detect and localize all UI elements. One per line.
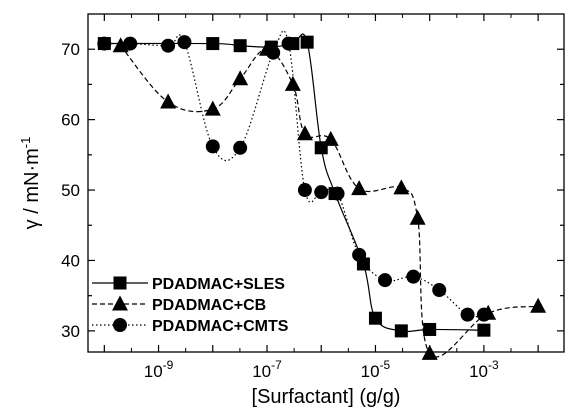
- data-point-triangle: [322, 130, 339, 146]
- data-point-circle: [177, 35, 192, 50]
- data-point-circle: [161, 38, 176, 53]
- data-point-circle: [352, 247, 367, 262]
- legend-label: PDADMAC+CB: [152, 297, 266, 314]
- x-tick-base: 10: [361, 362, 380, 381]
- x-tick-label: 10-7: [252, 358, 282, 381]
- data-point-square: [300, 35, 314, 49]
- data-point-triangle: [112, 37, 129, 53]
- data-point-triangle: [530, 297, 547, 313]
- data-point-triangle: [232, 70, 249, 86]
- x-tick-base: 10: [469, 362, 488, 381]
- data-point-circle: [281, 36, 296, 51]
- x-tick-exp: -5: [380, 358, 391, 372]
- y-axis-title: γ / mN·m-1: [18, 137, 43, 230]
- x-tick-base: 10: [252, 362, 271, 381]
- y-tick-label: 70: [61, 40, 80, 59]
- legend: PDADMAC+SLES PDADMAC+CB PDADMAC+CMTS: [92, 276, 289, 335]
- data-point-circle: [406, 269, 421, 284]
- y-axis-title-group: γ / mN·m-1: [18, 137, 43, 230]
- data-point-circle: [205, 139, 220, 154]
- x-tick-label: 10-3: [469, 358, 499, 381]
- data-point-square: [233, 39, 247, 53]
- x-tick-base: 10: [144, 362, 163, 381]
- data-point-square: [368, 311, 382, 325]
- data-point-triangle: [393, 179, 410, 195]
- y-tick-label: 30: [61, 322, 80, 341]
- x-tick-exp: -9: [163, 358, 174, 372]
- y-tick-label: 40: [61, 251, 80, 270]
- data-point-circle: [432, 283, 447, 298]
- series-line-2: [104, 30, 484, 318]
- data-point-triangle: [284, 75, 301, 91]
- data-point-circle: [266, 45, 281, 60]
- data-point-square: [477, 323, 491, 337]
- legend-marker-circle: [113, 318, 127, 332]
- data-point-circle: [476, 307, 491, 322]
- data-point-triangle: [421, 344, 438, 360]
- data-point-circle: [314, 185, 329, 200]
- x-tick-label: 10-5: [361, 358, 391, 381]
- data-point-triangle: [204, 100, 221, 116]
- legend-label: PDADMAC+SLES: [152, 276, 285, 293]
- plot-frame: [87, 13, 565, 353]
- data-point-circle: [377, 273, 392, 288]
- data-points: [97, 35, 547, 360]
- x-tick-label: 10-9: [144, 358, 174, 381]
- data-point-circle: [233, 140, 248, 155]
- data-point-triangle: [409, 209, 426, 225]
- data-point-triangle: [351, 180, 368, 196]
- y-tick-label: 50: [61, 181, 80, 200]
- data-point-square: [206, 37, 220, 51]
- legend-marker-triangle: [112, 295, 128, 311]
- legend-marker-square: [113, 276, 127, 290]
- legend-label: PDADMAC+CMTS: [152, 318, 289, 335]
- data-point-triangle: [296, 125, 313, 141]
- axis-ticks: [88, 14, 564, 352]
- data-point-square: [423, 322, 437, 336]
- x-axis-title: [Surfactant] (g/g): [252, 386, 401, 408]
- y-axis-title-sup: -1: [18, 137, 33, 149]
- data-point-triangle: [160, 93, 177, 109]
- data-point-circle: [297, 183, 312, 198]
- data-point-circle: [97, 36, 112, 51]
- data-point-circle: [123, 36, 138, 51]
- data-point-square: [394, 324, 408, 338]
- data-point-circle: [460, 307, 475, 322]
- x-tick-exp: -7: [271, 358, 282, 372]
- y-axis-title-main: γ / mN·m: [21, 148, 43, 229]
- x-tick-exp: -3: [488, 358, 499, 372]
- y-tick-label: 60: [61, 111, 80, 130]
- data-point-circle: [330, 186, 345, 201]
